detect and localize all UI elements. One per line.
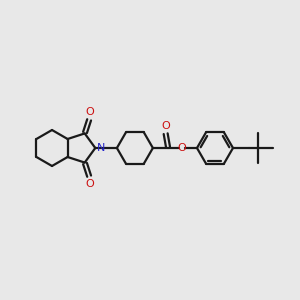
Text: O: O: [177, 143, 186, 153]
Text: N: N: [97, 143, 105, 153]
Text: O: O: [85, 178, 94, 189]
Text: O: O: [85, 107, 94, 117]
Text: O: O: [161, 121, 170, 131]
